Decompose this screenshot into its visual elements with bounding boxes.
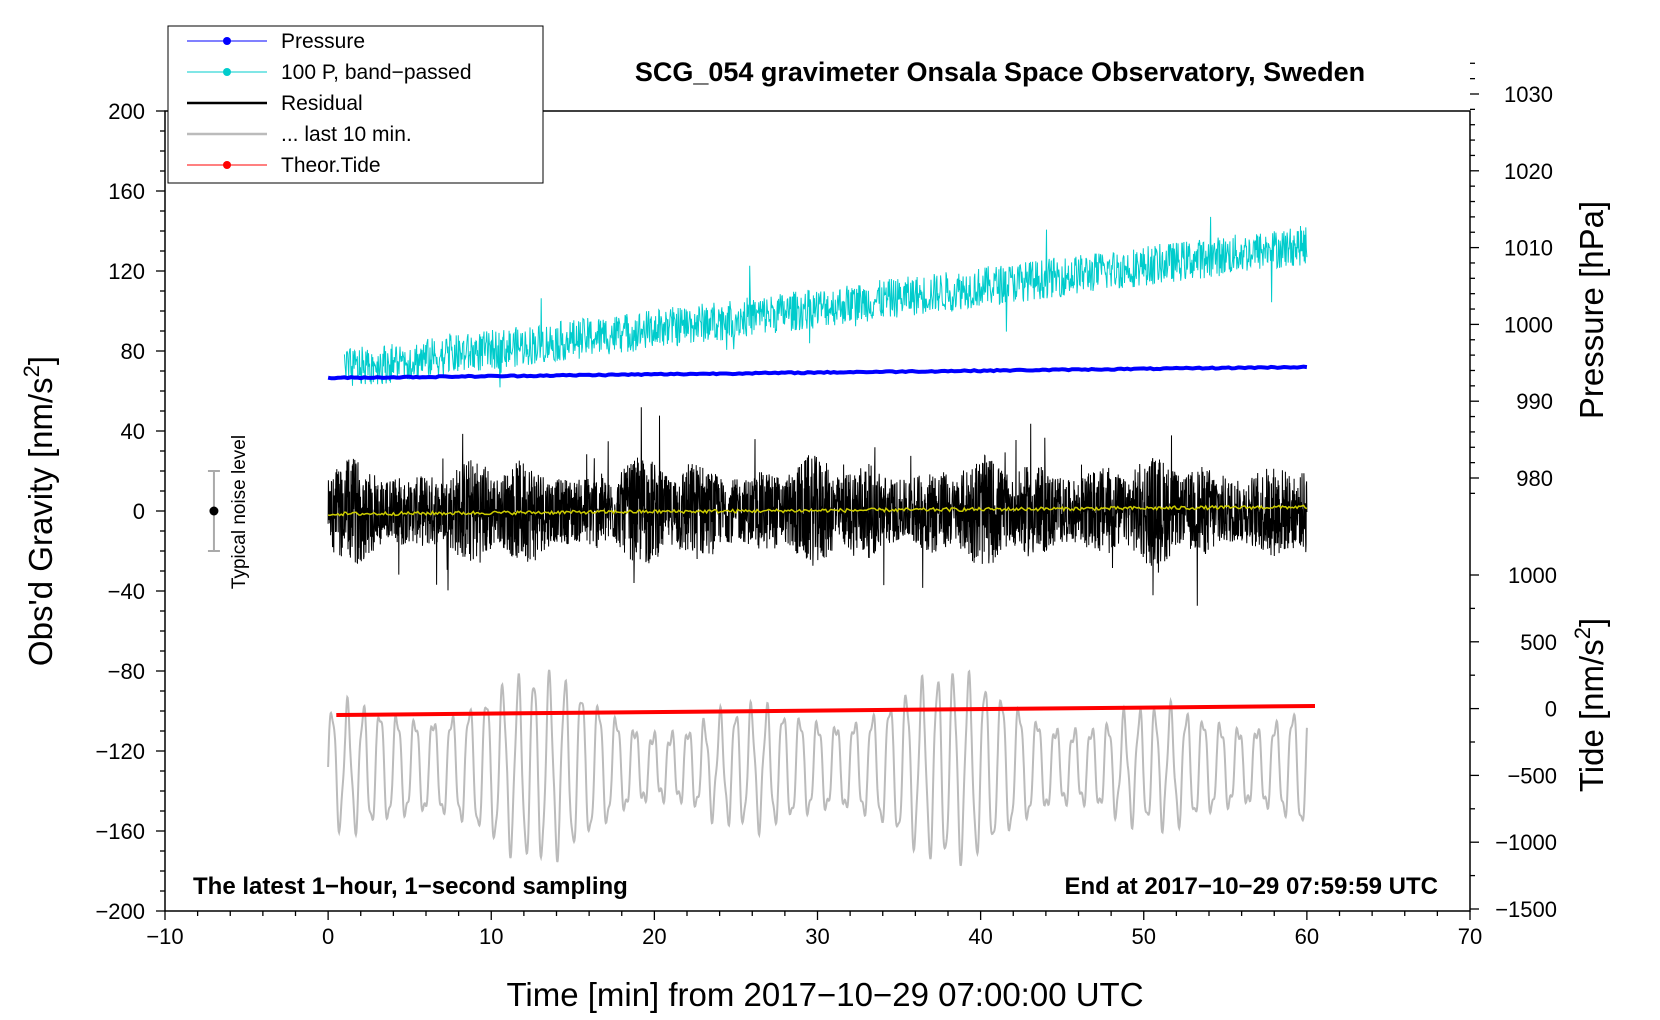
series-residual <box>327 407 1308 606</box>
series-theor-tide <box>336 704 1316 717</box>
y-tide-tick-label: 500 <box>1520 630 1557 655</box>
annotation-left: The latest 1−hour, 1−second sampling <box>193 873 628 900</box>
y-tide-tick-label: −1000 <box>1495 830 1557 855</box>
x-tick-label: −10 <box>146 924 183 949</box>
legend-marker <box>223 161 231 169</box>
noise-indicator <box>207 470 220 552</box>
chart-title: SCG_054 gravimeter Onsala Space Observat… <box>635 57 1365 87</box>
y-axis-pressure-title: Pressure [hPa] <box>1573 201 1610 419</box>
y-left-tick-label: −160 <box>95 819 145 844</box>
legend-box <box>167 25 544 184</box>
y-axis-pressure: 1030 1020 1010 1000 990 980 <box>1470 62 1553 495</box>
y-axis-tide-title: Tide [nm/s2] <box>1570 618 1610 792</box>
x-axis: −10 0 10 20 30 40 50 60 70 <box>146 911 1482 949</box>
legend-marker <box>223 37 231 45</box>
x-tick-label: 50 <box>1132 924 1156 949</box>
y-left-tick-label: 80 <box>121 339 145 364</box>
y-left-tick-label: 120 <box>108 259 145 284</box>
y-axis-left-title-end: ] <box>22 356 59 365</box>
x-tick-label: 0 <box>322 924 334 949</box>
y-axis-left-title: Obs'd Gravity [nm/s2] <box>19 356 59 666</box>
y-axis-left: 200 160 120 80 40 0 −40 −80 −120 −160 −200 <box>95 99 165 924</box>
series-pressure <box>327 364 1308 381</box>
y-axis-tide-title-sup: 2 <box>1570 627 1595 639</box>
y-axis-left-title-sup: 2 <box>19 365 44 377</box>
series-band-passed <box>343 216 1308 388</box>
series-last-10-min <box>327 669 1308 867</box>
y-left-tick-label: −120 <box>95 739 145 764</box>
y-left-tick-label: 0 <box>133 499 145 524</box>
y-tide-tick-label: −500 <box>1507 763 1557 788</box>
legend: Pressure 100 P, band−passed Residual ... la… <box>167 25 544 184</box>
x-tick-label: 70 <box>1458 924 1482 949</box>
y-axis-left-title-main: Obs'd Gravity [nm/s <box>22 377 59 666</box>
y-left-tick-label: 160 <box>108 179 145 204</box>
series-residual-smoothed <box>327 504 1308 517</box>
y-tide-tick-label: −1500 <box>1495 897 1557 922</box>
legend-label: Residual <box>281 92 363 115</box>
y-left-tick-label: −40 <box>108 579 145 604</box>
legend-label: 100 P, band−passed <box>281 61 472 84</box>
y-left-tick-label: −80 <box>108 659 145 684</box>
legend-label: Theor.Tide <box>281 154 381 177</box>
y-axis-tide-title-main: Tide [nm/s <box>1573 639 1610 792</box>
series-layer <box>327 216 1316 867</box>
legend-marker <box>223 68 231 76</box>
y-axis-tide: 1000 500 0 −500 −1000 −1500 <box>1470 563 1557 922</box>
y-tide-tick-label: 0 <box>1545 697 1557 722</box>
x-tick-label: 60 <box>1295 924 1319 949</box>
y-tide-tick-label: 1000 <box>1508 563 1557 588</box>
y-axis-tide-title-end: ] <box>1573 618 1610 627</box>
annotation-right: End at 2017−10−29 07:59:59 UTC <box>1064 873 1438 900</box>
noise-label: Typical noise level <box>229 435 250 589</box>
x-axis-title: Time [min] from 2017−10−29 07:00:00 UTC <box>506 976 1143 1013</box>
y-left-tick-label: 40 <box>121 419 145 444</box>
y-left-tick-label: −200 <box>95 899 145 924</box>
x-tick-label: 40 <box>968 924 992 949</box>
y-pressure-tick-label: 990 <box>1516 389 1553 414</box>
legend-label: ... last 10 min. <box>281 123 412 146</box>
y-pressure-tick-label: 1020 <box>1504 159 1553 184</box>
legend-label: Pressure <box>281 30 365 53</box>
y-pressure-tick-label: 1000 <box>1504 312 1553 337</box>
y-pressure-tick-label: 1010 <box>1504 236 1553 261</box>
y-pressure-tick-label: 1030 <box>1504 82 1553 107</box>
x-tick-label: 10 <box>479 924 503 949</box>
noise-center-dot <box>209 506 219 516</box>
x-tick-label: 20 <box>642 924 666 949</box>
x-tick-label: 30 <box>805 924 829 949</box>
y-left-tick-label: 200 <box>108 99 145 124</box>
y-pressure-tick-label: 980 <box>1516 466 1553 491</box>
